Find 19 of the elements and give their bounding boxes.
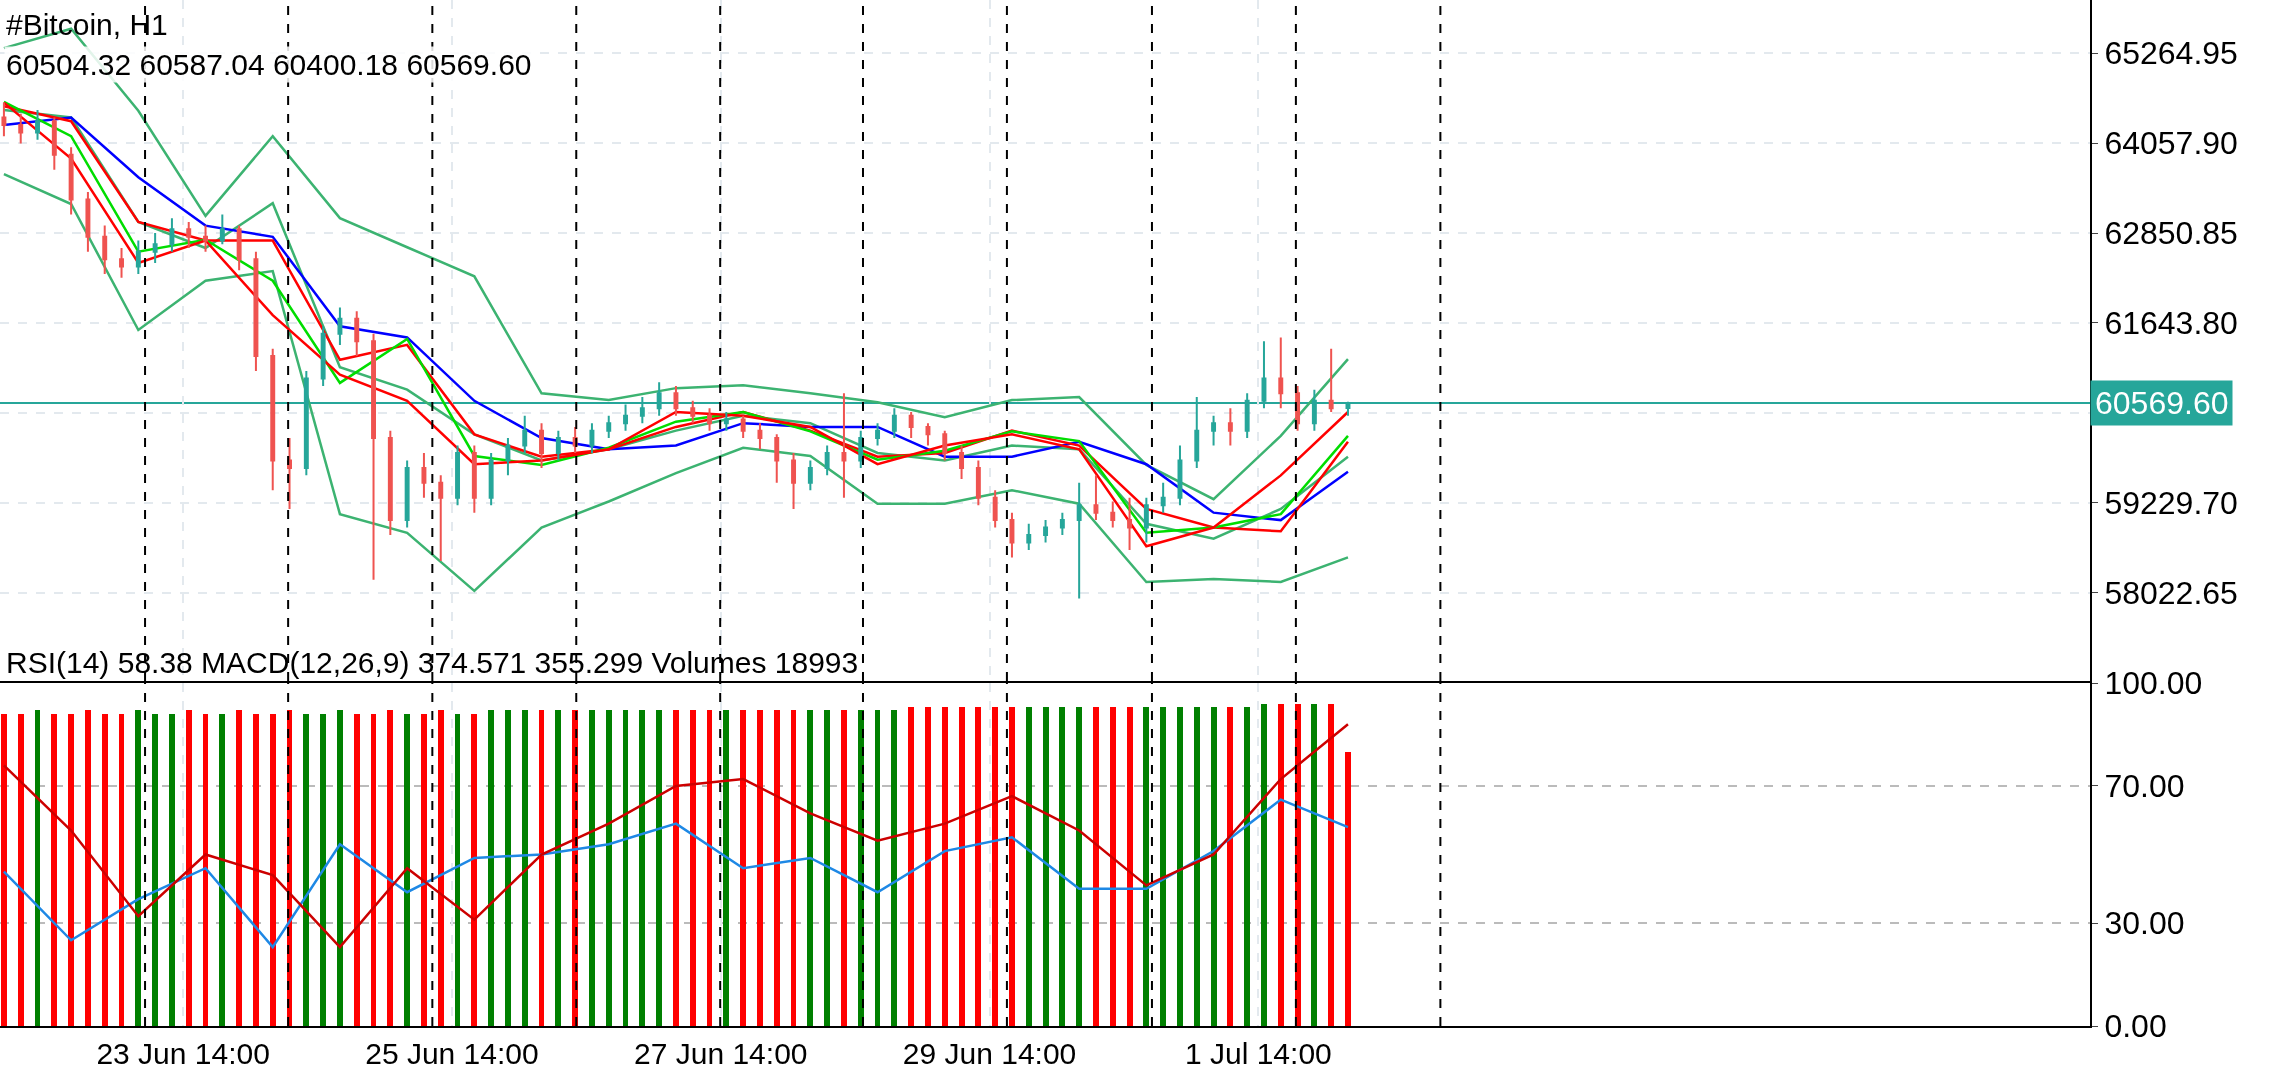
- y-tick-label: 62850.85: [2104, 215, 2238, 252]
- chart-title: RSI(14) 58.38 MACD(12,26,9) 374.571 355.299 Volumes 18993: [6, 646, 859, 679]
- y-tick-label: 65264.95: [2104, 35, 2238, 72]
- y-tick-label: 64057.90: [2104, 125, 2238, 162]
- text: 60504.32 60587.04 60400.18 60569.60: [6, 48, 532, 81]
- y-tick-label: 30.00: [2104, 905, 2185, 942]
- y-tick-label: 59229.70: [2104, 485, 2238, 522]
- y-tick-label: 100.00: [2104, 665, 2203, 702]
- y-tick-label: 58022.65: [2104, 575, 2238, 612]
- x-tick-label: 23 Jun 14:00: [96, 1037, 270, 1070]
- x-tick-label: 29 Jun 14:00: [902, 1037, 1077, 1070]
- y-tick-label: 0.00: [2104, 1008, 2167, 1045]
- x-tick-label: 25 Jun 14:00: [365, 1037, 539, 1070]
- chart-title: #Bitcoin, H1: [6, 8, 168, 41]
- y-tick-label: 61643.80: [2104, 305, 2238, 342]
- ref-line-label: 60569.60: [2095, 385, 2229, 421]
- y-tick-label: 70.00: [2104, 768, 2185, 805]
- x-tick-label: 1 Jul 14:00: [1184, 1037, 1332, 1070]
- x-tick-label: 27 Jun 14:00: [634, 1037, 808, 1070]
